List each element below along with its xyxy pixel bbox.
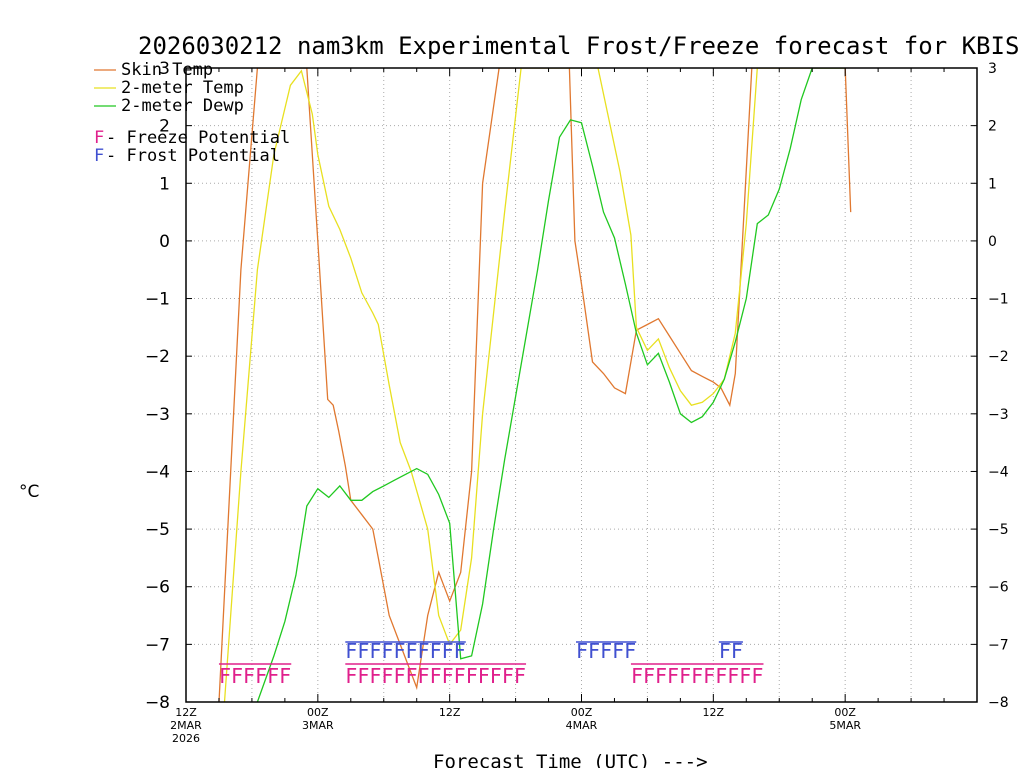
y-tick-label-left: 1 [159,174,170,194]
x-tick-time: 12Z [439,706,461,719]
y-tick-label-right: −7 [988,637,1009,653]
grid-lines [186,68,977,702]
y-tick-label-right: −4 [988,464,1009,480]
y-tick-label-right: 3 [988,61,997,77]
y-tick-label-left: −7 [145,635,170,655]
y-tick-label-left: −5 [145,520,170,540]
chart-title: 2026030212 nam3km Experimental Frost/Fre… [138,32,1019,60]
flag-legend-label: - Freeze Potential [106,128,290,148]
y-tick-label-right: −8 [988,695,1009,711]
x-tick-year: 2026 [172,732,200,745]
y-tick-label-left: −6 [145,578,170,598]
flag-legend-letter: F [94,128,104,148]
legend-label: 2-meter Dewp [121,96,244,116]
y-axis-ticks: −8 −8 −7 −7 −6 −6 −5 −5 −4 −4 −3 −3 −2 −2 −1 −1 0 0 1 1 2 2 3 3 [145,59,1009,713]
y-tick-label-left: −1 [145,290,170,310]
freeze-flag-group: FFFFFFFFFFFFFFF [345,664,526,688]
series-line-2-meter-dewp [256,68,846,702]
frost-flag-group: FFFFF [576,639,636,663]
x-tick-date: 2MAR [170,719,202,732]
y-tick-label-left: −2 [145,347,170,367]
freeze-flag-group: FFFFFF [219,664,291,688]
y-tick-label-left: 2 [159,117,170,137]
x-tick-time: 12Z [703,706,725,719]
series-line-2-meter-temp [223,68,846,702]
x-tick-time: 00Z [571,706,593,719]
y-tick-label-right: −3 [988,407,1009,423]
potential-flags: FFFFFFFFFFFFFFFFFFFFFFFFFFFFFFFFFFFFFFFF… [218,639,764,688]
legend-label: Skin Temp [121,60,213,80]
y-tick-label-left: −4 [145,462,170,482]
y-tick-label-right: −5 [988,522,1009,538]
y-tick-label-left: −8 [145,693,170,713]
flag-legend-letter: F [94,146,104,166]
series-line-skin-temp [218,68,852,702]
y-tick-label-right: −6 [988,580,1009,596]
x-tick-date: 4MAR [566,719,598,732]
y-tick-label-right: 2 [988,119,997,135]
y-axis-label: °C [19,482,39,502]
x-tick-time: 00Z [834,706,856,719]
y-tick-label-left: 0 [159,232,170,252]
frost-flag-group: FF [719,639,743,663]
x-tick-date: 3MAR [302,719,334,732]
x-tick-time: 00Z [307,706,329,719]
y-tick-label-right: 1 [988,176,997,192]
y-tick-label-right: −1 [988,292,1009,308]
y-tick-label-right: 0 [988,234,997,250]
y-tick-label-right: −2 [988,349,1009,365]
flag-legend-label: - Frost Potential [106,146,280,166]
x-axis-label: Forecast Time (UTC) ---> [433,751,708,768]
x-tick-date: 5MAR [829,719,861,732]
y-tick-label-left: 3 [159,59,170,79]
y-tick-label-left: −3 [145,405,170,425]
freeze-flag-group: FFFFFFFFFFF [631,664,763,688]
legend-label: 2-meter Temp [121,78,244,98]
frost-flag-group: FFFFFFFFFF [345,639,465,663]
x-tick-time: 12Z [175,706,197,719]
data-series [218,68,852,702]
